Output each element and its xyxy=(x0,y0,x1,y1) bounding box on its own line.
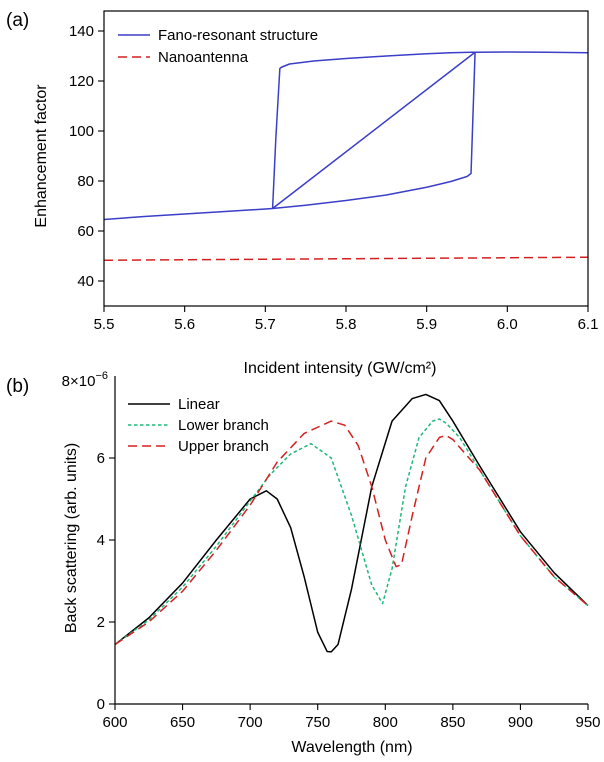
x-tick-label: 750 xyxy=(305,714,330,731)
x-tick-label: 5.9 xyxy=(416,316,437,333)
x-tick-label: 5.5 xyxy=(94,316,115,333)
panel-a-x-axis-label: Incident intensity (GW/cm²) xyxy=(244,360,437,377)
panel-b-x-axis-label: Wavelength (nm) xyxy=(291,739,412,756)
panel-b-ticks: 600 650 700 750 800 850 900 950 0 2 4 6 xyxy=(97,450,601,731)
x-tick-label: 650 xyxy=(170,714,195,731)
x-tick-label: 700 xyxy=(238,714,263,731)
y-tick-label: 0 xyxy=(97,696,105,713)
x-tick-label: 950 xyxy=(575,714,600,731)
panel-a: (a) 5.5 5.6 5.7 5.8 5.9 6.0 6.1 40 60 80 100 120 140… xyxy=(6,10,598,377)
panel-a-label: (a) xyxy=(6,10,29,31)
panel-a-series xyxy=(104,52,588,260)
y-tick-label: 60 xyxy=(77,223,94,240)
y-tick-label: 40 xyxy=(77,273,94,290)
panel-b-y-axis-label: Back scattering (arb. units) xyxy=(63,443,80,633)
y-tick-label: 6 xyxy=(97,450,105,467)
panel-b-legend: Linear Lower branch Upper branch xyxy=(128,396,269,455)
x-tick-label: 900 xyxy=(508,714,533,731)
panel-b-y-scale-exponent: −6 xyxy=(95,370,108,382)
panel-a-legend: Fano-resonant structure Nanoantenna xyxy=(118,27,318,66)
x-tick-label: 850 xyxy=(440,714,465,731)
y-tick-label: 140 xyxy=(69,23,94,40)
series-line-2 xyxy=(104,257,588,260)
y-tick-label: 100 xyxy=(69,123,94,140)
x-tick-label: 5.6 xyxy=(174,316,195,333)
x-tick-label: 6.1 xyxy=(578,316,599,333)
panel-b-label: (b) xyxy=(6,376,29,397)
panel-a-y-axis-label: Enhancement factor xyxy=(33,84,50,228)
x-tick-label: 5.7 xyxy=(255,316,276,333)
y-tick-label: 4 xyxy=(97,532,105,549)
panel-b-y-scale-base: 8×10 xyxy=(62,373,96,390)
y-tick-label: 120 xyxy=(69,73,94,90)
x-tick-label: 800 xyxy=(373,714,398,731)
series-line-1 xyxy=(104,52,588,220)
x-tick-label: 5.8 xyxy=(336,316,357,333)
y-tick-label: 2 xyxy=(97,614,105,631)
x-tick-label: 600 xyxy=(102,714,127,731)
legend-label: Nanoantenna xyxy=(158,49,249,66)
legend-label: Lower branch xyxy=(178,417,269,434)
legend-label: Linear xyxy=(178,396,220,413)
x-tick-label: 6.0 xyxy=(497,316,518,333)
legend-label: Upper branch xyxy=(178,438,269,455)
panel-a-ticks: 5.5 5.6 5.7 5.8 5.9 6.0 6.1 40 60 80 100 120 140 xyxy=(69,23,598,333)
panel-b-y-scale-label: 8×10−6 xyxy=(62,370,108,390)
y-tick-label: 80 xyxy=(77,173,94,190)
legend-label: Fano-resonant structure xyxy=(158,27,318,44)
